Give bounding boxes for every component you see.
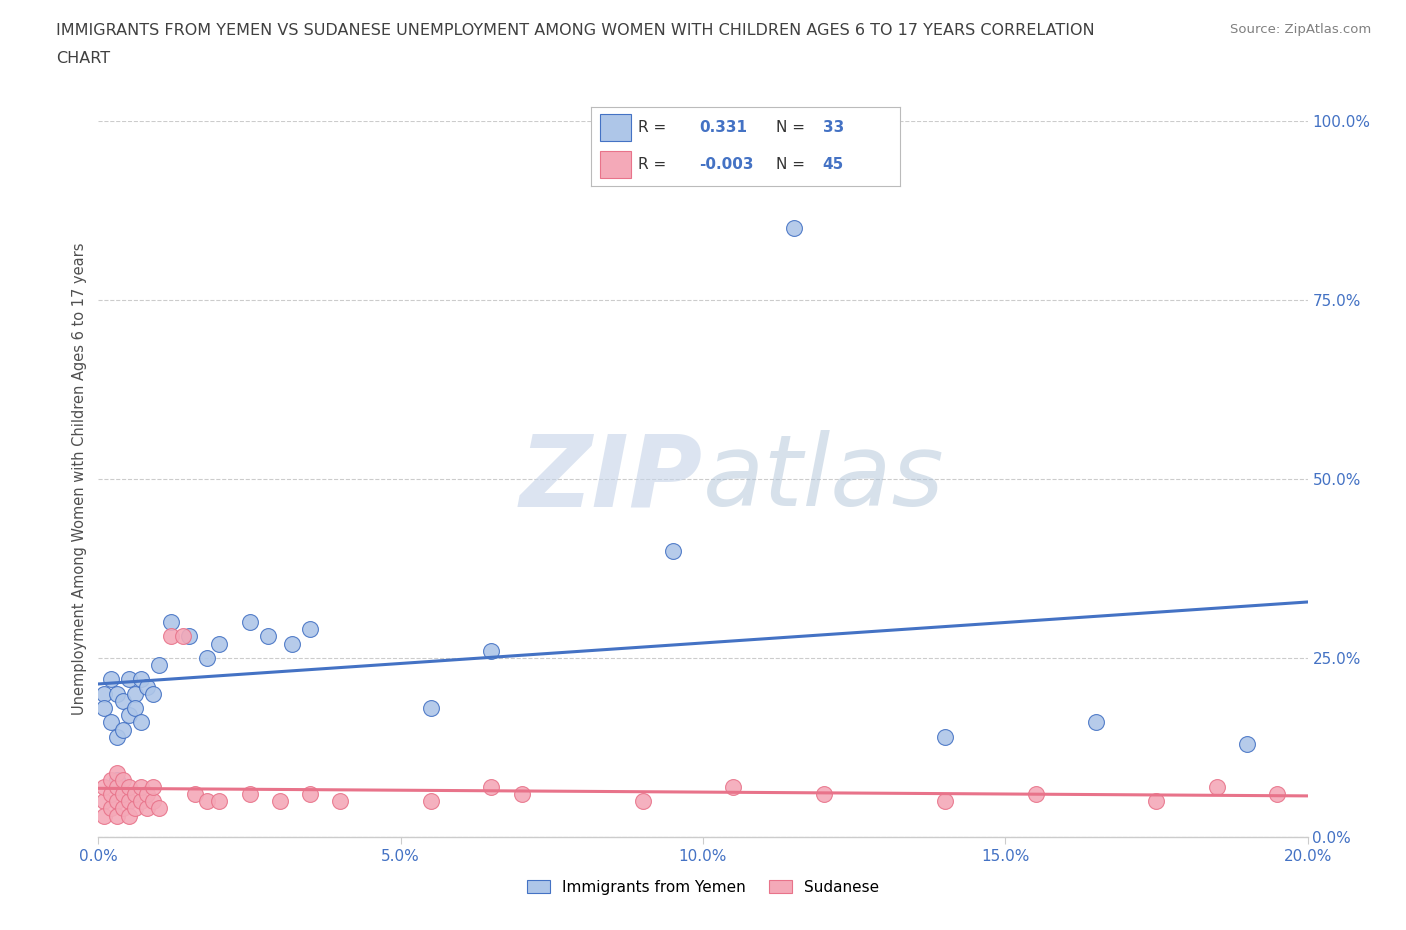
Point xyxy=(1236,737,1258,751)
Point xyxy=(783,221,806,236)
Point xyxy=(239,787,262,802)
Point xyxy=(184,787,207,802)
Point xyxy=(100,787,122,802)
Point xyxy=(105,794,128,809)
Point xyxy=(105,765,128,780)
Point xyxy=(124,801,146,816)
Point xyxy=(118,779,141,794)
Point xyxy=(100,801,122,816)
Point xyxy=(661,543,683,558)
Point xyxy=(1267,787,1289,802)
Point xyxy=(93,700,115,715)
Point xyxy=(124,686,146,701)
Point xyxy=(100,772,122,787)
Point xyxy=(723,779,745,794)
Text: CHART: CHART xyxy=(56,51,110,66)
Text: 45: 45 xyxy=(823,157,844,172)
Point xyxy=(135,679,157,694)
Point xyxy=(299,622,322,637)
Point xyxy=(135,787,157,802)
Text: R =: R = xyxy=(638,157,666,172)
Point xyxy=(481,644,503,658)
Text: N =: N = xyxy=(776,120,806,135)
Point xyxy=(1085,715,1108,730)
Point xyxy=(129,794,152,809)
Point xyxy=(111,801,134,816)
Point xyxy=(1024,787,1046,802)
Point xyxy=(172,629,194,644)
Point xyxy=(111,722,134,737)
Point xyxy=(934,794,956,809)
Text: ZIP: ZIP xyxy=(520,431,703,527)
Point xyxy=(93,779,115,794)
Bar xyxy=(600,114,631,141)
Point xyxy=(100,672,122,687)
Text: 33: 33 xyxy=(823,120,844,135)
Point xyxy=(208,794,231,809)
Point xyxy=(118,808,141,823)
Point xyxy=(148,801,170,816)
Point xyxy=(105,808,128,823)
Point xyxy=(481,779,503,794)
Text: N =: N = xyxy=(776,157,806,172)
Point xyxy=(160,629,183,644)
Point xyxy=(124,787,146,802)
Point xyxy=(142,686,165,701)
Point xyxy=(105,729,128,744)
Point xyxy=(93,808,115,823)
Point xyxy=(631,794,654,809)
Point xyxy=(256,629,278,644)
Point xyxy=(934,729,956,744)
Text: 0.331: 0.331 xyxy=(699,120,747,135)
Point xyxy=(329,794,352,809)
Point xyxy=(135,801,157,816)
Point xyxy=(1144,794,1167,809)
Point xyxy=(281,636,304,651)
Point xyxy=(129,779,152,794)
Point xyxy=(420,794,443,809)
Point xyxy=(510,787,533,802)
Point xyxy=(124,700,146,715)
Point xyxy=(118,708,141,723)
Point xyxy=(142,779,165,794)
Point xyxy=(813,787,835,802)
Point xyxy=(1206,779,1229,794)
Point xyxy=(129,715,152,730)
Point xyxy=(195,794,218,809)
Point xyxy=(208,636,231,651)
Point xyxy=(93,686,115,701)
Point xyxy=(269,794,291,809)
Bar xyxy=(600,152,631,179)
Point xyxy=(100,715,122,730)
Point xyxy=(299,787,322,802)
Text: IMMIGRANTS FROM YEMEN VS SUDANESE UNEMPLOYMENT AMONG WOMEN WITH CHILDREN AGES 6 : IMMIGRANTS FROM YEMEN VS SUDANESE UNEMPL… xyxy=(56,23,1095,38)
Point xyxy=(118,672,141,687)
Point xyxy=(179,629,201,644)
Y-axis label: Unemployment Among Women with Children Ages 6 to 17 years: Unemployment Among Women with Children A… xyxy=(72,243,87,715)
Point xyxy=(93,794,115,809)
Point xyxy=(111,787,134,802)
Point xyxy=(148,658,170,672)
Point xyxy=(105,779,128,794)
Point xyxy=(129,672,152,687)
Point xyxy=(111,772,134,787)
Point xyxy=(239,615,262,630)
Point xyxy=(195,651,218,666)
Text: atlas: atlas xyxy=(703,431,945,527)
Point xyxy=(105,686,128,701)
Text: R =: R = xyxy=(638,120,666,135)
Point xyxy=(111,694,134,709)
Text: -0.003: -0.003 xyxy=(699,157,754,172)
Legend: Immigrants from Yemen, Sudanese: Immigrants from Yemen, Sudanese xyxy=(520,873,886,901)
Text: Source: ZipAtlas.com: Source: ZipAtlas.com xyxy=(1230,23,1371,36)
Point xyxy=(105,772,128,787)
Point xyxy=(160,615,183,630)
Point xyxy=(118,794,141,809)
Point xyxy=(142,794,165,809)
Point xyxy=(420,700,443,715)
